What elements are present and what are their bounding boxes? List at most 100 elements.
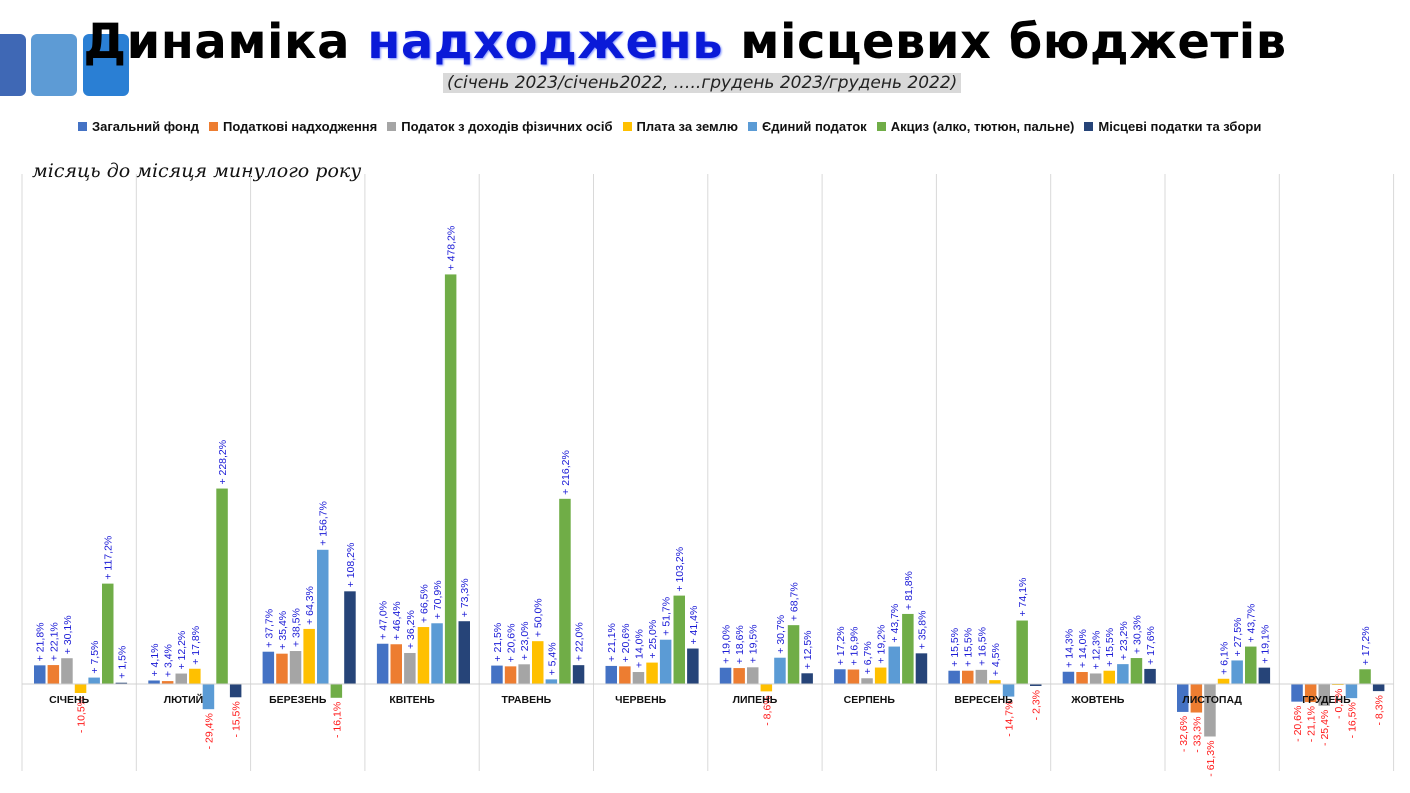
category-label: СЕРПЕНЬ <box>844 694 896 706</box>
data-label: + 30,7% <box>775 615 787 654</box>
bar <box>330 684 343 698</box>
bar <box>801 673 813 684</box>
bar <box>458 621 470 684</box>
bar <box>175 673 187 684</box>
legend-item: Загальний фонд <box>78 119 199 134</box>
bar <box>404 652 416 684</box>
data-label: + 15,5% <box>963 628 975 667</box>
data-label: + 17,6% <box>1145 626 1157 665</box>
data-label: + 17,2% <box>1360 626 1372 665</box>
bar <box>1304 684 1317 703</box>
legend-item: Податкові надходження <box>208 119 378 134</box>
bar <box>148 680 160 684</box>
data-label: + 43,7% <box>1246 604 1258 643</box>
legend-label: Плата за землю <box>636 119 739 134</box>
data-label: - 2,3% <box>1031 690 1043 720</box>
bar <box>989 680 1001 684</box>
legend-swatch <box>208 122 218 131</box>
data-label: + 30,1% <box>62 615 74 654</box>
data-label: + 15,5% <box>949 628 961 667</box>
data-label: + 12,3% <box>1091 631 1103 670</box>
bar <box>88 677 100 684</box>
bar <box>303 628 315 684</box>
legend-label: Податкові надходження <box>222 119 378 134</box>
legend-swatch <box>748 122 757 131</box>
data-label: + 36,2% <box>405 610 417 649</box>
legend-label: Загальний фонд <box>92 119 199 134</box>
title-part2: місцевих бюджетів <box>723 14 1287 70</box>
data-label: + 22,0% <box>574 622 586 661</box>
legend-swatch <box>78 122 87 131</box>
data-label: + 103,2% <box>674 547 686 592</box>
bar <box>115 682 128 684</box>
bar <box>1258 667 1271 684</box>
data-label: + 216,2% <box>560 450 572 495</box>
data-label: + 16,9% <box>848 627 860 666</box>
data-label: + 23,2% <box>1118 621 1130 660</box>
bar <box>417 627 430 684</box>
title-highlight: надходжень <box>367 14 724 70</box>
legend-item: Податок з доходів фізичних осіб <box>387 119 613 134</box>
bar <box>733 668 745 684</box>
data-label: - 32,6% <box>1178 716 1190 752</box>
data-label: + 66,5% <box>418 584 430 623</box>
data-label: + 25,0% <box>647 620 659 659</box>
bar <box>518 664 530 684</box>
page-title: Динаміка надходжень місцевих бюджетів <box>0 14 1370 70</box>
data-label: + 156,7% <box>318 501 330 546</box>
bar <box>646 662 658 684</box>
data-label: + 30,3% <box>1131 615 1143 654</box>
data-label: + 68,7% <box>789 582 801 621</box>
bar <box>1103 670 1115 684</box>
data-label: - 8,3% <box>1374 695 1386 725</box>
bar <box>1318 684 1330 706</box>
data-label: + 27,5% <box>1232 618 1244 657</box>
bar <box>948 670 960 684</box>
bar <box>444 274 457 684</box>
chart-legend: Загальний фонд Податкові надходження Подат… <box>78 119 1261 134</box>
bar <box>1217 678 1230 684</box>
data-label: + 19,2% <box>876 625 888 664</box>
bar <box>229 684 242 698</box>
legend-item: Єдиний податок <box>748 119 867 134</box>
data-label: + 16,5% <box>976 627 988 666</box>
bar <box>102 583 114 684</box>
data-label: + 17,8% <box>190 626 202 665</box>
bar <box>1076 672 1088 684</box>
data-label: + 35,8% <box>916 611 928 650</box>
bar <box>687 648 699 684</box>
bar <box>861 678 873 684</box>
chart-note: місяць до місяця минулого року <box>32 160 362 182</box>
bar <box>1030 684 1042 686</box>
data-label: + 108,2% <box>345 543 357 588</box>
subtitle: (січень 2023/січень2022, …..грудень 2023… <box>443 73 962 93</box>
data-label: + 478,2% <box>446 226 458 271</box>
data-label: - 8,6% <box>761 695 773 725</box>
bar <box>1190 684 1203 713</box>
bar <box>74 684 87 693</box>
bar <box>975 669 988 684</box>
data-label: + 20,6% <box>620 624 632 663</box>
data-label: - 16,5% <box>1346 702 1358 738</box>
data-label: - 61,3% <box>1205 741 1217 777</box>
data-label: - 0,7% <box>1333 689 1345 719</box>
bar <box>317 549 329 684</box>
data-label: + 43,7% <box>889 604 901 643</box>
data-label: - 14,7% <box>1004 701 1016 737</box>
category-label: ЛИПЕНЬ <box>733 694 778 706</box>
data-label: + 38,5% <box>291 608 303 647</box>
data-label: + 23,0% <box>519 621 531 660</box>
data-label: - 16,1% <box>331 702 343 738</box>
data-label: + 117,2% <box>103 536 115 580</box>
bar <box>289 651 302 684</box>
bar <box>545 679 558 684</box>
bar <box>262 651 275 684</box>
bar <box>276 653 288 684</box>
data-label: + 6,1% <box>1219 642 1231 675</box>
bar <box>1177 684 1189 712</box>
data-label: + 14,0% <box>1077 629 1089 668</box>
decor-square-3 <box>83 34 129 96</box>
data-label: + 17,2% <box>835 626 847 665</box>
data-label: - 21,1% <box>1306 706 1318 742</box>
